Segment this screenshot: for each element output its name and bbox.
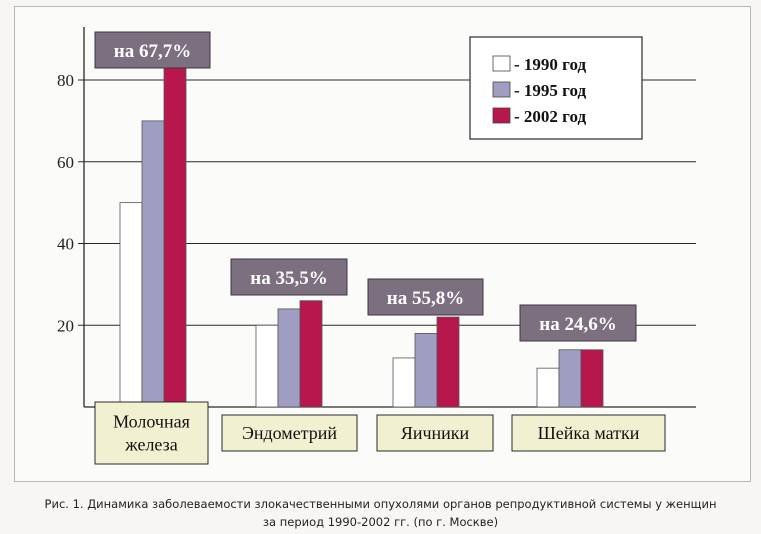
bar-1995 [558,349,582,408]
annotation-label: на 55,8% [387,288,464,309]
legend-label: - 2002 год [514,107,586,126]
bar-2002 [436,316,460,408]
y-tick-label: 60 [57,153,74,172]
legend-swatch [492,55,511,72]
legend-swatch [492,81,511,98]
bar-1995 [414,333,438,408]
chart-frame: 20 40 60 80 на 67,7% на 35,5% на 55,8% на 24,6%… [14,6,751,482]
annotation-label: на 67,7% [114,41,191,62]
category-label-box [511,414,666,452]
y-tick-label: 20 [57,316,74,335]
annotation-box [230,258,348,296]
annotation-box [94,31,211,69]
bar-1990 [119,202,143,408]
annotation-box [519,304,637,342]
bar-1995 [141,120,165,408]
annotation-label: на 35,5% [250,268,327,289]
bar-2002 [299,300,323,408]
bar-1995 [277,308,301,408]
category-label: Эндометрий [242,423,337,443]
legend-swatch [492,107,511,124]
figure-caption-line-2: за период 1990-2002 гг. (по г. Москве) [262,515,499,529]
figure-caption-line-1: Рис. 1. Динамика заболеваемости злокачес… [44,497,717,511]
category-label: Шейка матки [538,423,640,443]
annotation-box [367,278,484,316]
category-label: Яичники [401,423,470,443]
bar-1990 [392,357,416,408]
category-label-box [376,414,494,452]
annotation-label: на 24,6% [539,314,616,335]
bar-1990 [255,324,279,408]
bar-2002 [163,63,187,408]
legend-label: - 1995 год [514,81,586,100]
bar-chart: 20 40 60 80 на 67,7% на 35,5% на 55,8% на 24,6%… [57,27,696,465]
bar-1990 [536,367,560,408]
category-label-box [221,414,358,452]
category-label-box [94,401,209,465]
bar-2002 [580,349,604,408]
category-label: Молочная [113,412,190,432]
y-tick-label: 80 [57,71,74,90]
y-tick-label: 40 [57,235,74,254]
category-label: железа [124,435,177,455]
legend-label: - 1990 год [514,55,586,74]
